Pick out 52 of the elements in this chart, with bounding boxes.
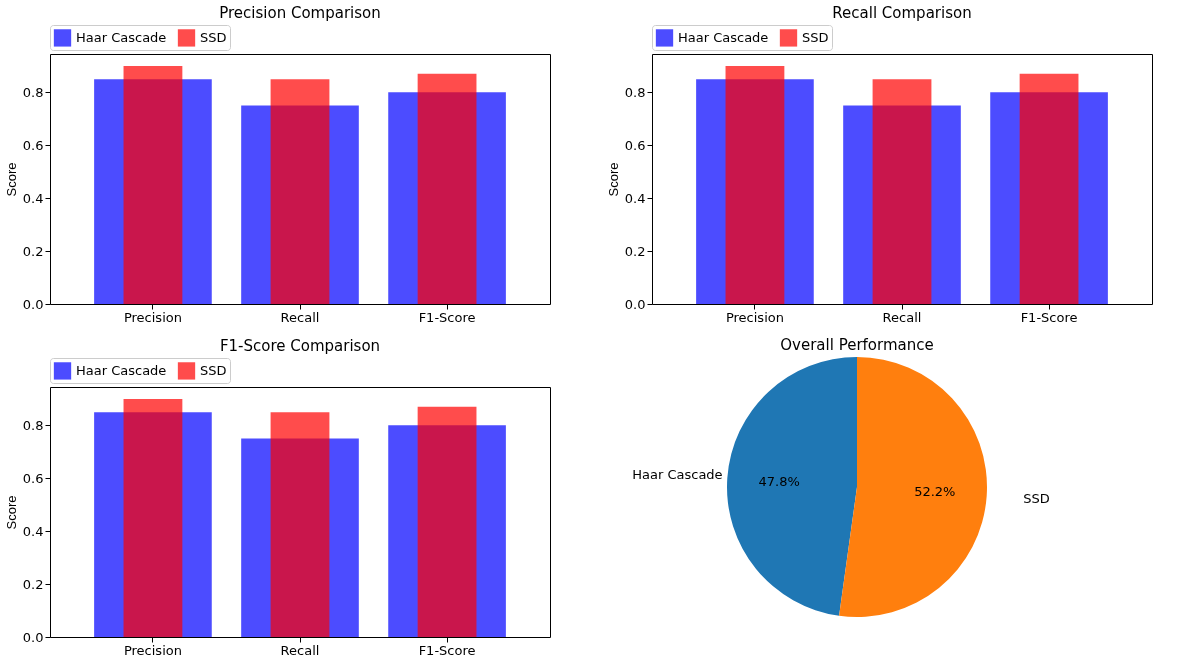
bar [725, 65, 785, 304]
bar [270, 412, 330, 637]
bar [872, 79, 932, 304]
chart-title: Precision Comparison [219, 3, 381, 22]
x-tick-label: Recall [280, 309, 320, 325]
x-tick-label: Recall [280, 642, 320, 658]
y-tick-label: 0.2 [624, 243, 646, 259]
legend-label: SSD [802, 29, 829, 45]
legend-label: SSD [200, 362, 227, 378]
y-axis-title: Score [3, 162, 19, 197]
bar [123, 65, 183, 304]
data-label: 47.8% [758, 473, 800, 489]
y-tick-label: 0.0 [624, 296, 646, 312]
y-tick-label: 0.6 [624, 137, 646, 153]
pie-slice [839, 357, 987, 617]
x-tick-label: Precision [123, 642, 182, 658]
y-tick-label: 0.8 [22, 417, 44, 433]
y-tick-label: 0.6 [22, 137, 44, 153]
slice-label: SSD [1023, 491, 1050, 507]
data-label: 52.2% [914, 484, 956, 500]
x-tick-label: Precision [123, 309, 182, 325]
y-tick-label: 0.8 [624, 84, 646, 100]
y-tick-label: 0.4 [22, 523, 44, 539]
legend-label: Haar Cascade [76, 362, 167, 378]
x-tick-label: F1-Score [1020, 309, 1078, 325]
bar [417, 73, 477, 304]
bar [270, 79, 330, 304]
slice-label: Haar Cascade [632, 466, 723, 482]
y-tick-label: 0.8 [22, 84, 44, 100]
bar [1019, 73, 1079, 304]
bar [123, 398, 183, 637]
y-tick-label: 0.0 [22, 296, 44, 312]
x-tick-label: Recall [882, 309, 922, 325]
chart-title: Recall Comparison [832, 3, 972, 22]
y-tick-label: 0.0 [22, 629, 44, 645]
bar [417, 406, 477, 637]
x-tick-label: F1-Score [418, 309, 476, 325]
y-axis-title: Score [3, 495, 19, 530]
y-axis-title: Score [605, 162, 621, 197]
y-tick-label: 0.2 [22, 576, 44, 592]
chart-title: F1-Score Comparison [219, 336, 381, 355]
pie-slice [727, 357, 857, 616]
y-tick-label: 0.2 [22, 243, 44, 259]
legend-label: SSD [200, 29, 227, 45]
legend-label: Haar Cascade [76, 29, 167, 45]
chart-title: Overall Performance [780, 336, 934, 354]
x-tick-label: F1-Score [418, 642, 476, 658]
legend-label: Haar Cascade [678, 29, 769, 45]
y-tick-label: 0.4 [624, 190, 646, 206]
x-tick-label: Precision [725, 309, 784, 325]
y-tick-label: 0.4 [22, 190, 44, 206]
y-tick-label: 0.6 [22, 470, 44, 486]
